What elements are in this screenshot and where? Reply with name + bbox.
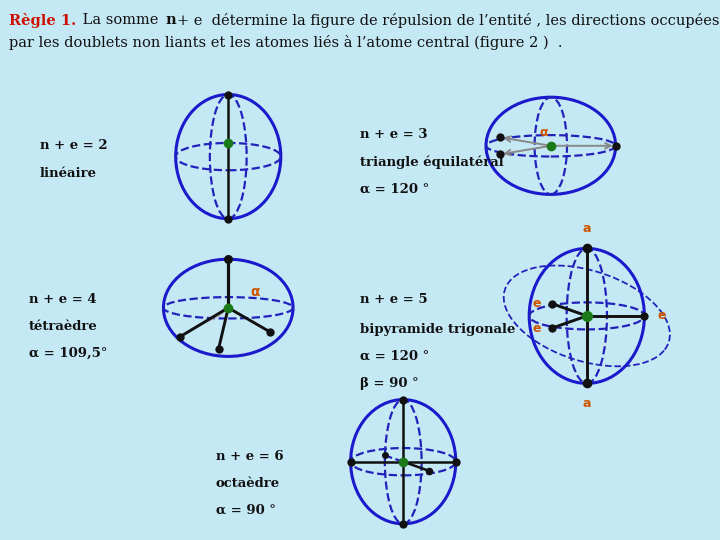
Text: α: α — [539, 126, 548, 139]
Text: La somme: La somme — [78, 14, 163, 28]
Text: α = 120 °: α = 120 ° — [360, 350, 429, 363]
Text: α = 90 °: α = 90 ° — [216, 504, 276, 517]
Text: n + e = 5: n + e = 5 — [360, 293, 428, 306]
Text: e: e — [533, 297, 541, 310]
Text: bipyramide trigonale: bipyramide trigonale — [360, 323, 516, 336]
Text: Règle 1.: Règle 1. — [9, 14, 76, 29]
Text: a: a — [582, 222, 591, 235]
Text: e: e — [533, 321, 541, 335]
Text: n + e = 3: n + e = 3 — [360, 129, 428, 141]
Text: α: α — [251, 285, 261, 299]
Text: n: n — [166, 14, 176, 28]
Text: α = 109,5°: α = 109,5° — [29, 347, 107, 360]
Text: par les doublets non liants et les atomes liés à l’atome central (figure 2 )  .: par les doublets non liants et les atome… — [9, 35, 562, 50]
Text: e: e — [657, 309, 666, 322]
Text: α = 120 °: α = 120 ° — [360, 183, 429, 195]
Text: n + e = 2: n + e = 2 — [40, 139, 107, 152]
Text: octaèdre: octaèdre — [216, 477, 280, 490]
Text: n + e = 6: n + e = 6 — [216, 450, 284, 463]
Text: tétraèdre: tétraèdre — [29, 320, 97, 333]
Polygon shape — [180, 308, 228, 337]
Text: a: a — [582, 397, 591, 410]
Polygon shape — [552, 303, 587, 316]
Text: n + e = 4: n + e = 4 — [29, 293, 96, 306]
Text: + e  détermine la figure de répulsion de l’entité , les directions occupées: + e détermine la figure de répulsion de … — [177, 14, 719, 29]
Text: linéaire: linéaire — [40, 167, 96, 180]
Text: β = 90 °: β = 90 ° — [360, 377, 418, 390]
Text: triangle équilatéral: triangle équilatéral — [360, 156, 504, 168]
